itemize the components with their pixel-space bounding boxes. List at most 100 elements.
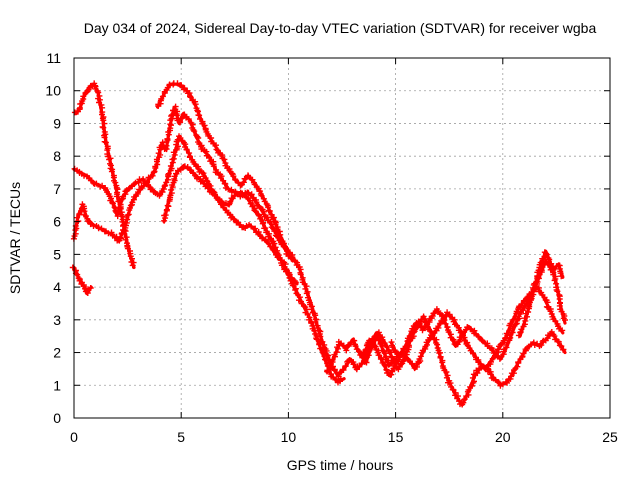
plus-marker bbox=[319, 338, 326, 345]
plus-marker bbox=[413, 360, 420, 367]
plus-marker bbox=[187, 94, 194, 101]
plus-marker bbox=[558, 273, 565, 280]
plus-marker bbox=[430, 330, 436, 337]
plus-marker bbox=[518, 302, 525, 309]
plus-marker bbox=[124, 212, 131, 219]
plus-marker bbox=[174, 167, 181, 174]
y-tick-label: 5 bbox=[53, 246, 61, 262]
plus-marker bbox=[181, 111, 188, 118]
plus-marker bbox=[465, 387, 472, 393]
plus-marker bbox=[543, 251, 550, 258]
plus-marker bbox=[533, 279, 540, 286]
plus-marker bbox=[181, 163, 188, 170]
y-tick-label: 3 bbox=[53, 312, 61, 328]
x-tick-label: 0 bbox=[70, 429, 78, 445]
plus-marker bbox=[271, 240, 278, 247]
series-track-1 bbox=[71, 80, 137, 270]
plus-marker bbox=[181, 86, 187, 93]
y-tick-label: 6 bbox=[53, 214, 61, 230]
plus-marker bbox=[470, 371, 477, 378]
series-markers bbox=[515, 249, 568, 339]
series-track-3 bbox=[70, 103, 295, 263]
plus-marker bbox=[149, 172, 156, 179]
grid-lines bbox=[74, 58, 610, 418]
plus-marker bbox=[308, 306, 315, 313]
plus-marker bbox=[471, 378, 477, 385]
plus-marker bbox=[292, 279, 299, 286]
x-tick-label: 5 bbox=[177, 429, 185, 445]
plus-marker bbox=[512, 313, 519, 320]
plus-marker bbox=[164, 135, 171, 142]
plus-marker bbox=[186, 150, 193, 157]
x-tick-labels: 0 5 10 15 20 25 bbox=[70, 429, 618, 445]
plus-marker bbox=[487, 371, 494, 378]
plus-marker bbox=[206, 154, 213, 161]
plus-marker bbox=[377, 356, 384, 363]
plus-marker bbox=[108, 229, 115, 236]
plus-marker bbox=[214, 169, 221, 176]
plus-marker bbox=[551, 277, 558, 284]
plus-marker bbox=[258, 192, 265, 199]
plus-marker bbox=[220, 201, 226, 207]
plus-marker bbox=[93, 180, 100, 187]
plus-marker bbox=[297, 271, 304, 278]
y-tick-label: 2 bbox=[53, 345, 61, 361]
plus-marker bbox=[270, 214, 277, 221]
plus-marker bbox=[112, 179, 119, 186]
plus-marker bbox=[95, 89, 102, 96]
plot-frame bbox=[73, 57, 611, 419]
plus-marker bbox=[469, 374, 476, 381]
plus-marker bbox=[192, 101, 199, 108]
plus-marker bbox=[280, 240, 287, 247]
plus-marker bbox=[508, 373, 514, 380]
plus-marker bbox=[109, 200, 116, 207]
plus-marker bbox=[461, 396, 467, 403]
plus-marker bbox=[296, 294, 303, 301]
plus-marker bbox=[470, 350, 477, 357]
plus-marker bbox=[414, 363, 420, 370]
plus-marker bbox=[116, 205, 123, 212]
plus-marker bbox=[201, 180, 208, 187]
plus-marker bbox=[546, 256, 553, 263]
plus-marker bbox=[210, 163, 217, 170]
plus-marker bbox=[289, 282, 296, 289]
plus-marker bbox=[102, 139, 109, 146]
plus-marker bbox=[117, 234, 124, 241]
y-tick-label: 0 bbox=[53, 410, 61, 426]
plus-marker bbox=[167, 163, 174, 169]
y-tick-label: 1 bbox=[53, 377, 61, 393]
plus-marker bbox=[507, 320, 514, 327]
plus-marker bbox=[264, 217, 271, 224]
series-track-10 bbox=[515, 249, 568, 339]
plus-marker bbox=[237, 182, 244, 189]
plus-marker bbox=[379, 337, 386, 343]
plus-marker bbox=[159, 93, 166, 100]
series-track-8 bbox=[360, 283, 566, 378]
plus-marker bbox=[252, 208, 259, 215]
plus-marker bbox=[227, 198, 234, 205]
plus-marker bbox=[125, 185, 132, 192]
plus-marker bbox=[191, 128, 198, 135]
plus-marker bbox=[74, 271, 81, 278]
y-tick-label: 11 bbox=[46, 50, 61, 66]
plus-marker bbox=[183, 146, 190, 153]
plus-marker bbox=[469, 382, 476, 389]
plus-marker bbox=[162, 182, 169, 189]
plus-marker bbox=[135, 179, 142, 186]
y-tick-label: 10 bbox=[45, 83, 61, 99]
plus-marker bbox=[456, 398, 463, 405]
x-tick-label: 20 bbox=[495, 429, 511, 445]
y-tick-labels: 0 1 2 3 4 5 6 7 8 9 10 11 bbox=[45, 50, 61, 426]
plus-marker bbox=[164, 202, 171, 209]
chart-title: Day 034 of 2024, Sidereal Day-to-day VTE… bbox=[84, 20, 597, 36]
plus-marker bbox=[312, 318, 319, 325]
plus-marker bbox=[129, 262, 136, 269]
plus-marker bbox=[512, 321, 519, 328]
plus-marker bbox=[431, 310, 438, 317]
plus-marker bbox=[468, 326, 475, 333]
plus-marker bbox=[351, 337, 358, 344]
plus-marker bbox=[221, 156, 228, 163]
plus-marker bbox=[350, 361, 357, 368]
plus-marker bbox=[100, 117, 107, 124]
plus-marker bbox=[452, 392, 459, 399]
